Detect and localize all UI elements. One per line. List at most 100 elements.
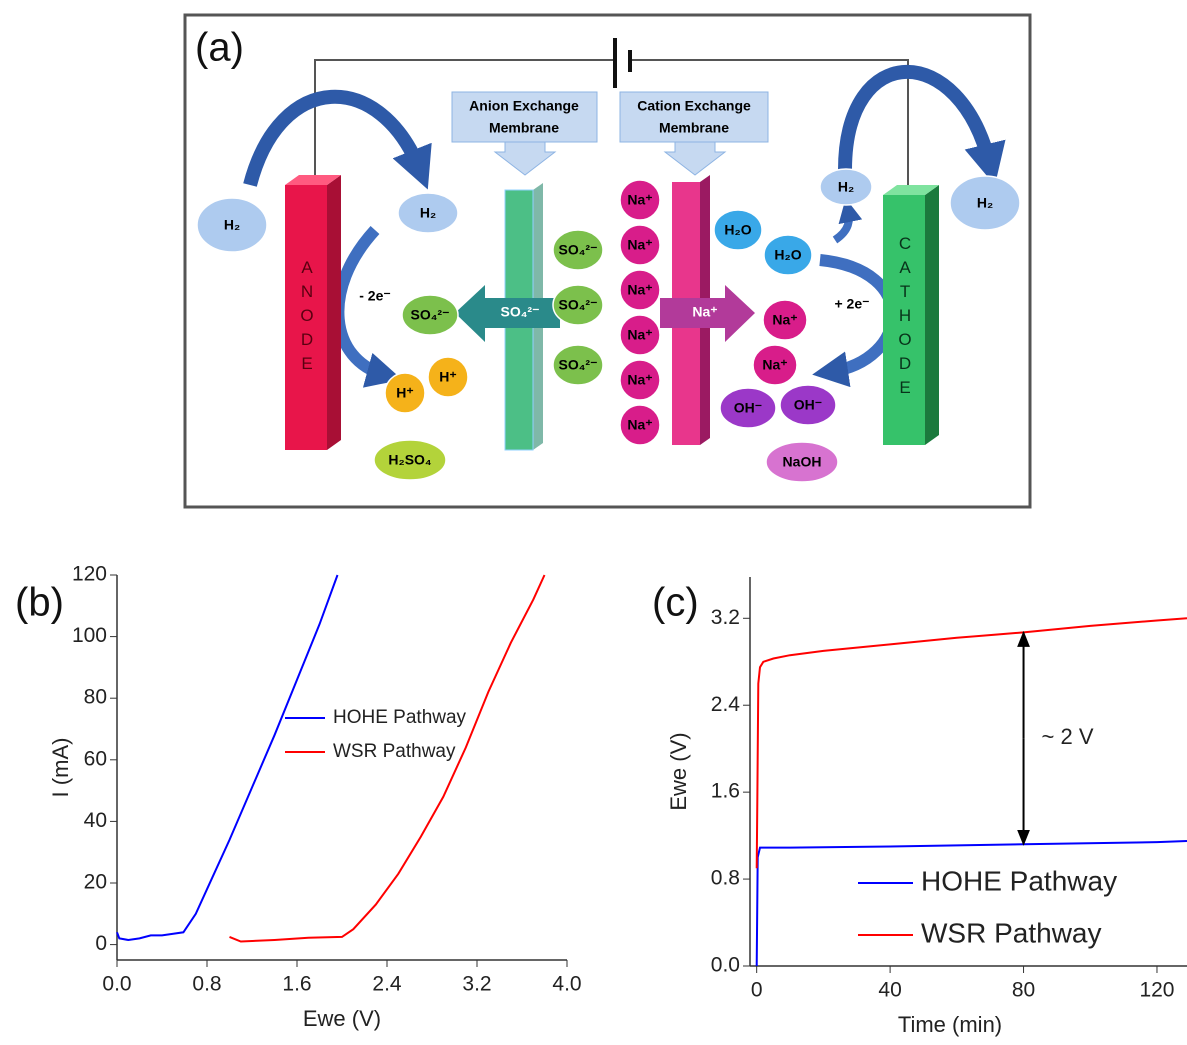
- y-tick-label: 40: [84, 809, 107, 832]
- y-tick-label: 0: [95, 932, 107, 955]
- flow-arrow: [838, 64, 1006, 186]
- ion-bubble: [619, 179, 661, 221]
- ion-label: H⁺: [439, 369, 457, 385]
- ion-bubble: [779, 384, 837, 426]
- y-tick-label: 120: [72, 563, 107, 586]
- label-line: Membrane: [489, 120, 559, 136]
- ion-bubble: [619, 314, 661, 356]
- membrane-label: Anion Exchange Membrane Cation Exchange …: [451, 91, 769, 176]
- legend-label: WSR Pathway: [921, 917, 1102, 948]
- x-axis-title: Ewe (V): [303, 1006, 381, 1031]
- x-tick-label: 120: [1139, 979, 1174, 1002]
- ion-bubble: [196, 197, 268, 253]
- ion-label: SO₄²⁻: [559, 297, 598, 313]
- x-tick-label: 4.0: [552, 973, 581, 996]
- series-line: [755, 840, 1187, 967]
- arrow-label: SO₄²⁻: [501, 304, 540, 320]
- y-axis-title: Ewe (V): [666, 732, 691, 810]
- ion-label: H₂: [838, 179, 854, 195]
- ion-bubble: [552, 229, 604, 271]
- ion-label: H₂O: [774, 247, 801, 263]
- y-tick-label: 80: [84, 686, 107, 709]
- ion-bubble: [373, 439, 447, 481]
- ion-label: Na⁺: [627, 192, 652, 208]
- x-tick-label: 80: [1012, 979, 1035, 1002]
- ion-bubble: [819, 168, 873, 206]
- panel-label: (b): [15, 581, 64, 625]
- ion-label: H₂O: [724, 222, 751, 238]
- panel-label: (c): [652, 581, 699, 625]
- ion-label: Na⁺: [627, 417, 652, 433]
- series-line: [229, 574, 546, 943]
- ion-bubble: [397, 192, 459, 234]
- diagram: (a) SO₄²⁻ Na⁺ Anion Exchange Membrane Ca…: [183, 13, 1032, 509]
- ion-bubble: [384, 372, 426, 414]
- x-tick-label: 2.4: [372, 973, 402, 996]
- ion-label: H₂SO₄: [388, 452, 431, 468]
- y-tick-label: 60: [84, 747, 107, 770]
- ion-label: NaOH: [783, 454, 822, 470]
- y-tick-label: 3.2: [711, 606, 740, 629]
- legend-label: WSR Pathway: [333, 741, 456, 762]
- cathode: [883, 195, 925, 445]
- label-pointer: [493, 141, 557, 176]
- y-axis-title: I (mA): [48, 738, 73, 798]
- label-line: Cation Exchange: [637, 98, 751, 114]
- ion-label: H₂: [224, 217, 240, 233]
- arrow-label: Na⁺: [692, 304, 717, 320]
- ion-label: Na⁺: [627, 282, 652, 298]
- electron-label: - 2e⁻: [359, 288, 391, 304]
- ion-label: H₂: [420, 205, 436, 221]
- ion-label: H⁺: [396, 385, 414, 401]
- ion-bubble: [619, 269, 661, 311]
- flow-arrow: [832, 198, 863, 244]
- y-tick-label: 2.4: [711, 693, 741, 716]
- ion-bubble: [619, 224, 661, 266]
- label-line: Membrane: [659, 120, 729, 136]
- ion-label: Na⁺: [627, 372, 652, 388]
- series-line: [755, 617, 1187, 869]
- x-tick-label: 0.8: [192, 973, 221, 996]
- ion-bubble: [619, 359, 661, 401]
- legend-label: HOHE Pathway: [921, 865, 1117, 896]
- ion-bubble: [949, 175, 1021, 231]
- y-tick-label: 100: [72, 624, 107, 647]
- ion-label: Na⁺: [627, 237, 652, 253]
- ion-label: SO₄²⁻: [411, 307, 450, 323]
- electron-label: + 2e⁻: [834, 296, 869, 312]
- x-axis-title: Time (min): [898, 1012, 1002, 1037]
- ion-bubble: [763, 234, 813, 276]
- flow-arrow: [243, 89, 432, 190]
- ion-bubble: [427, 356, 469, 398]
- ion-bubble: [765, 441, 839, 483]
- x-tick-label: 0.0: [102, 973, 131, 996]
- ion-label: SO₄²⁻: [559, 357, 598, 373]
- ion-label: OH⁻: [794, 397, 822, 413]
- ion-label: SO₄²⁻: [559, 242, 598, 258]
- ion-bubble: [552, 284, 604, 326]
- x-tick-label: 3.2: [462, 973, 491, 996]
- ion-bubble: [552, 344, 604, 386]
- ion-bubble: [719, 387, 777, 429]
- circuit-wire: [314, 59, 909, 195]
- label-line: Anion Exchange: [469, 98, 579, 114]
- anion-arrow: [455, 285, 560, 342]
- annotation: ~ 2 V: [1042, 724, 1094, 749]
- ion-bubble: [762, 299, 808, 341]
- ion-label: Na⁺: [762, 357, 787, 373]
- cathode-top: [883, 185, 939, 195]
- x-tick-label: 1.6: [282, 973, 311, 996]
- panel-label: (a): [195, 26, 244, 70]
- anode-top: [285, 175, 341, 185]
- x-tick-label: 40: [878, 979, 901, 1002]
- x-tick-label: 0: [751, 979, 763, 1002]
- ion-bubble: [713, 209, 763, 251]
- cation-arrow: [660, 285, 755, 342]
- series-line: [116, 574, 339, 942]
- ion-label: Na⁺: [772, 312, 797, 328]
- ion-bubble: [619, 404, 661, 446]
- anode-side: [327, 175, 341, 450]
- y-tick-label: 1.6: [711, 780, 740, 803]
- ion-bubble: [752, 344, 798, 386]
